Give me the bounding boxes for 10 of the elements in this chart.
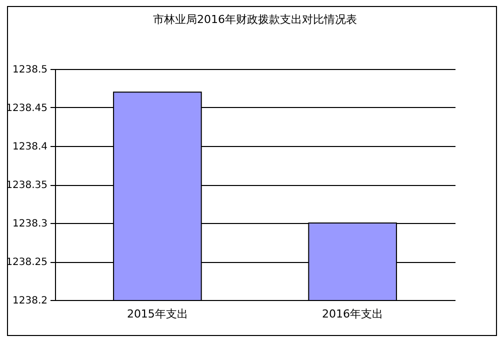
y-tick-label: 1238.35 (6, 180, 48, 191)
y-tick-label: 1238.25 (6, 257, 48, 268)
y-tick-label: 1238.45 (6, 103, 48, 114)
chart-title: 市林业局2016年财政拨款支出对比情况表 (153, 13, 357, 26)
x-tick-label: 2016年支出 (322, 308, 384, 320)
y-tick-label: 1238.3 (12, 218, 48, 230)
y-tick-label: 1238.5 (12, 64, 48, 76)
y-tick-label: 1238.4 (12, 142, 48, 152)
x-tick-label: 2015年支出 (126, 308, 188, 320)
y-tick-label: 1238.2 (12, 296, 48, 306)
